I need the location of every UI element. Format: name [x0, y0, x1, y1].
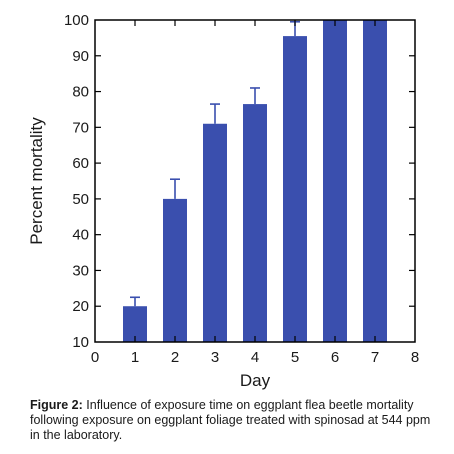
y-tick-label: 90 [72, 48, 89, 65]
x-tick-label: 8 [411, 349, 419, 366]
x-tick-label: 3 [211, 349, 219, 366]
y-tick-label: 40 [72, 227, 89, 244]
bar-chart: 0 1 2 3 4 5 6 7 8 10 20 30 40 50 60 70 80 90 100 Day Perc… [27, 12, 419, 390]
y-tick-label: 20 [72, 298, 89, 315]
x-tick-label: 5 [291, 349, 299, 366]
figure-caption: Figure 2: Influence of exposure time on … [30, 398, 440, 443]
bar-day-4 [243, 104, 267, 342]
bar-day-6 [323, 20, 347, 342]
bar-day-2 [163, 198, 187, 342]
bar-day-7 [363, 20, 387, 342]
x-tick-label: 1 [131, 349, 139, 366]
y-tick-label: 30 [72, 262, 89, 279]
x-tick-label: 2 [171, 349, 179, 366]
y-axis-label: Percent mortality [27, 117, 46, 245]
bars-group [123, 20, 387, 342]
y-ticks-group: 10 20 30 40 50 60 70 80 90 100 [64, 12, 415, 351]
bar-day-5 [283, 36, 307, 342]
y-tick-label: 80 [72, 84, 89, 101]
y-tick-label: 60 [72, 155, 89, 172]
x-tick-label: 7 [371, 349, 379, 366]
y-tick-label: 100 [64, 12, 89, 29]
x-tick-label: 0 [91, 349, 99, 366]
caption-text: Influence of exposure time on eggplant f… [30, 398, 431, 442]
bar-day-3 [203, 123, 227, 342]
x-tick-label: 6 [331, 349, 339, 366]
y-tick-label: 70 [72, 119, 89, 136]
x-tick-label: 4 [251, 349, 259, 366]
y-tick-label: 50 [72, 191, 89, 208]
caption-label: Figure 2: [30, 398, 83, 412]
y-tick-label: 10 [72, 334, 89, 351]
x-axis-label: Day [240, 371, 271, 390]
x-ticks-group: 0 1 2 3 4 5 6 7 8 [91, 20, 419, 366]
